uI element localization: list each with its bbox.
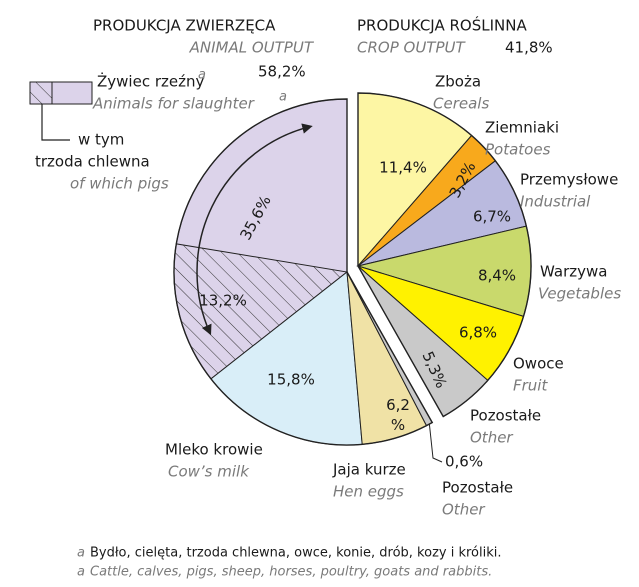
slice-label: Zboża [435,73,481,91]
value-label: 0,6% [445,453,483,471]
slice-label-en: Other [442,501,485,519]
slice-label-en: Potatoes [485,141,551,159]
arrow [196,123,313,336]
legend-hatch [29,81,53,105]
slice-label-en: Vegetables [538,285,621,303]
group-outline [357,92,532,418]
slice-label: Ziemniaki [485,119,559,137]
sub-value-label: 13,2% [199,292,247,310]
slice-label-en: Cereals [433,95,489,113]
group-title: PRODUKCJA ROŚLINNA [357,16,527,35]
footnote-marker: a [77,546,85,561]
slice-label-en: Fruit [513,377,548,395]
slice-label-en: Other [470,429,513,447]
sub-label: trzoda chlewna [35,153,150,171]
group-subtitle: CROP OUTPUT [357,39,466,57]
slice-label-en: Animals for slaughter [92,95,255,113]
legend-swatch [51,81,93,105]
value-label: 15,8% [267,371,315,389]
slice-label: Jaja kurze [332,461,406,479]
slice-label: Owoce [513,355,564,373]
slice-label: Mleko krowie [165,441,263,459]
value-label: 6,8% [459,324,497,342]
group-total: 58,2% [258,63,306,81]
slice-label-en: Industrial [520,193,591,211]
legend-connector [41,104,70,141]
slice-label: Przemysłowe [520,171,618,189]
sub-label: w tym [78,131,124,149]
leader-line [428,424,443,463]
slice-label-en: Hen eggs [333,483,404,501]
value-label: 8,4% [478,267,516,285]
group-outline [173,98,434,446]
footnote-marker: a [279,90,287,105]
value-label: 6,7% [473,208,511,226]
group-title: PRODUKCJA ZWIERZĘCA [93,17,276,35]
value-label: 11,4% [379,159,427,177]
slice-label: Pozostałe [470,407,541,425]
slice-label: Żywiec rzeźny [97,72,204,91]
slice-label: Pozostałe [442,479,513,497]
footnote-marker: a [77,565,85,580]
slice-label: Warzywa [540,263,607,281]
slice-label-en: Cow’s milk [168,463,250,481]
footnote-marker: a [198,68,206,83]
sub-label-en: of which pigs [70,175,169,193]
value-label: 6,2% [386,396,410,434]
group-subtitle: ANIMAL OUTPUT [189,39,315,57]
group-total: 41,8% [505,39,553,57]
footnote-text-en: Cattle, calves, pigs, sheep, horses, pou… [90,565,492,580]
footnote-text: Bydło, cielęta, trzoda chlewna, owce, ko… [90,546,502,561]
